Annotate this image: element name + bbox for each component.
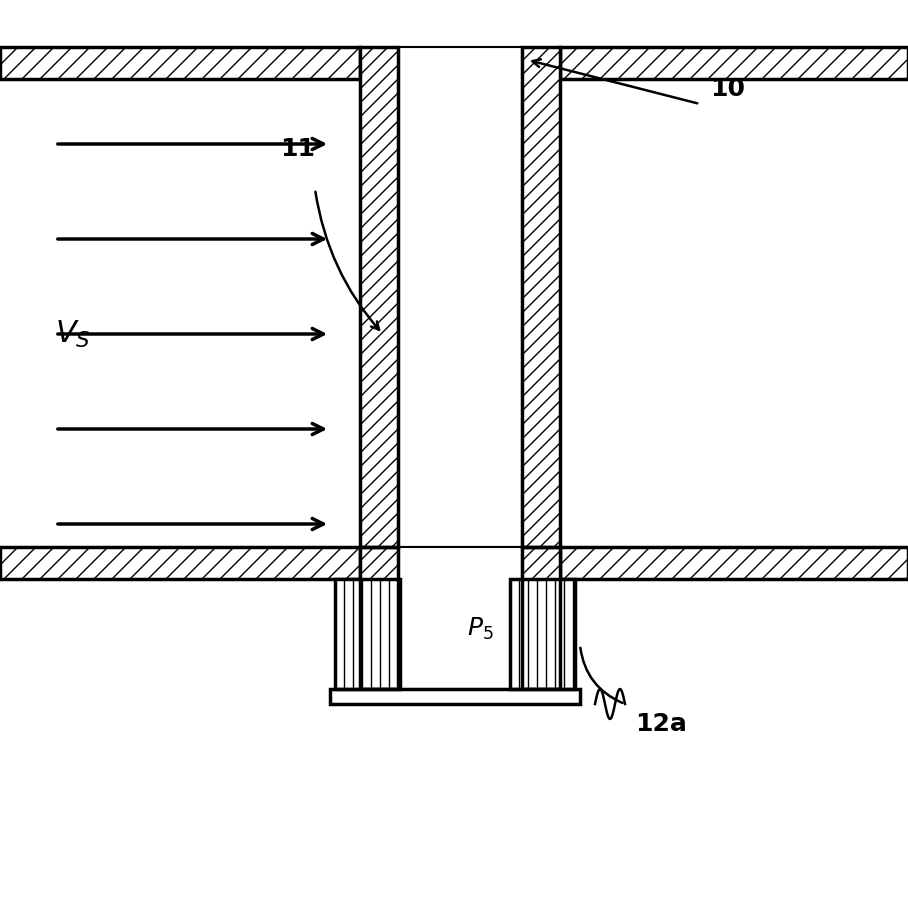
Bar bbox=[0, 547, 360, 579]
Bar bbox=[560, 47, 908, 79]
Bar bbox=[360, 547, 398, 689]
Bar bbox=[0, 547, 360, 579]
Bar bbox=[398, 47, 522, 547]
Bar bbox=[522, 47, 560, 547]
Bar bbox=[510, 579, 575, 689]
Bar bbox=[522, 47, 560, 547]
Bar bbox=[560, 47, 908, 79]
Bar bbox=[330, 689, 580, 704]
Bar bbox=[0, 47, 360, 79]
Bar bbox=[560, 547, 908, 579]
Text: $V_S$: $V_S$ bbox=[55, 318, 91, 350]
Bar bbox=[510, 579, 575, 689]
Bar bbox=[560, 547, 908, 579]
Text: $P_5$: $P_5$ bbox=[467, 616, 493, 642]
Text: 12a: 12a bbox=[635, 712, 686, 736]
Bar bbox=[522, 547, 560, 689]
Bar bbox=[335, 579, 400, 689]
Bar bbox=[360, 47, 398, 547]
Bar bbox=[0, 47, 360, 79]
Bar bbox=[360, 47, 398, 547]
Bar bbox=[522, 547, 560, 689]
Text: 11: 11 bbox=[280, 137, 315, 161]
Bar bbox=[360, 547, 398, 689]
Text: 10: 10 bbox=[710, 77, 745, 101]
Bar bbox=[398, 547, 522, 689]
Bar bbox=[335, 579, 400, 689]
